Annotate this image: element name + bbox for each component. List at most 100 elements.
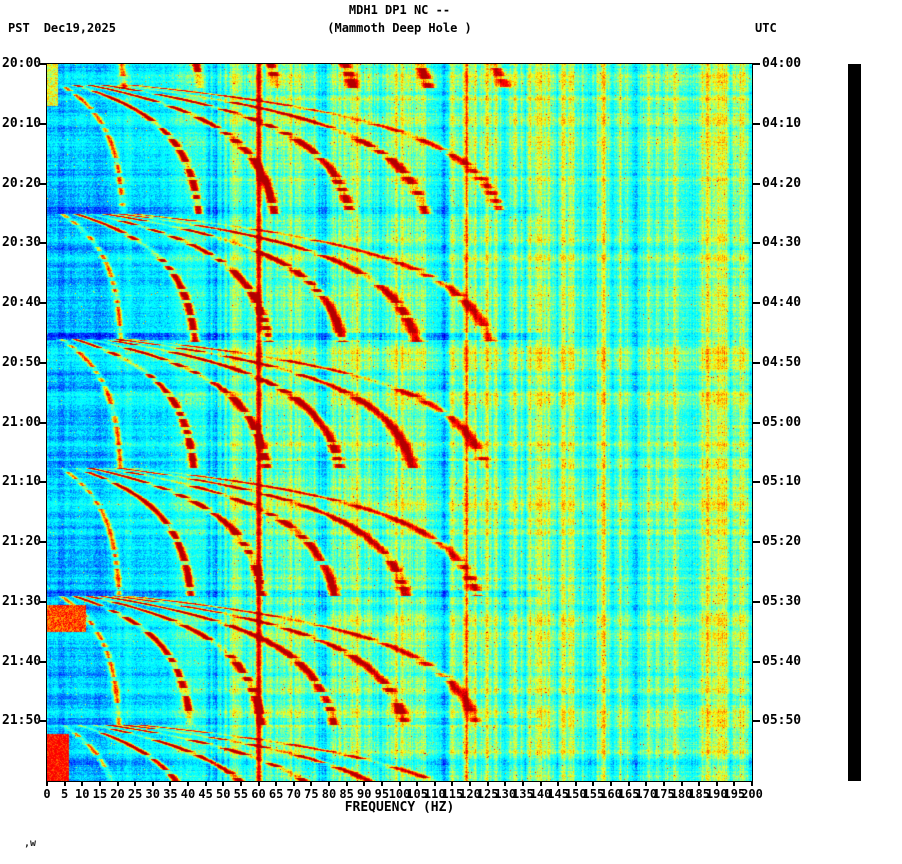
x-tick-mark	[504, 782, 507, 786]
x-tick-mark	[98, 782, 101, 786]
x-tick-mark	[292, 782, 295, 786]
y-tick-mark-left	[40, 421, 47, 424]
x-tick-label: 10	[75, 787, 90, 801]
x-tick-label: 85	[339, 787, 354, 801]
x-tick-label: 75	[304, 787, 319, 801]
y-tick-label-pst: 20:40	[2, 295, 42, 310]
amplitude-bar	[848, 64, 861, 781]
x-tick-mark	[680, 782, 683, 786]
y-tick-label-pst: 21:20	[2, 534, 42, 549]
y-tick-mark-right	[753, 481, 760, 484]
x-tick-label: 170	[635, 787, 658, 801]
y-tick-label-utc: 04:00	[762, 56, 802, 71]
x-tick-label: 120	[459, 787, 481, 801]
x-tick-label: 40	[180, 787, 196, 801]
x-tick-mark	[645, 782, 648, 786]
y-tick-label-utc: 04:20	[762, 175, 802, 191]
y-tick-mark-left	[40, 541, 47, 543]
y-tick-label-utc: 05:40	[762, 653, 802, 669]
x-tick-mark	[610, 782, 612, 786]
y-tick-mark-right	[753, 122, 760, 125]
x-tick-label: 180	[670, 787, 693, 801]
y-tick-label-utc: 05:20	[762, 534, 802, 549]
x-tick-mark	[521, 782, 524, 786]
y-tick-label-utc: 05:00	[762, 414, 802, 430]
y-tick-label-pst: 21:50	[2, 713, 42, 729]
timezone-date-left: PST Dec19,2025	[8, 21, 116, 35]
x-tick-label: 80	[321, 787, 337, 801]
x-tick-label: 155	[582, 787, 605, 801]
x-tick-label: 30	[145, 787, 160, 801]
y-tick-label-pst: 20:10	[2, 115, 42, 131]
spectrogram-plot-frame	[46, 63, 753, 782]
x-tick-label: 185	[688, 787, 710, 801]
y-tick-mark-right	[753, 660, 760, 663]
y-tick-label-utc: 05:50	[762, 713, 802, 729]
y-tick-mark-left	[40, 122, 47, 125]
x-tick-label: 65	[268, 787, 284, 801]
x-tick-mark	[116, 782, 119, 786]
x-tick-mark	[222, 782, 225, 786]
x-tick-label: 115	[441, 787, 464, 801]
x-tick-mark	[398, 782, 401, 786]
x-tick-label: 195	[723, 787, 746, 801]
x-tick-label: 145	[547, 787, 569, 801]
x-tick-label: 45	[198, 787, 213, 801]
x-tick-label: 110	[423, 787, 446, 801]
y-tick-label-pst: 20:50	[2, 354, 42, 370]
y-tick-mark-left	[40, 182, 47, 185]
x-tick-mark	[733, 782, 736, 786]
y-tick-mark-left	[40, 302, 47, 304]
x-tick-label: 35	[163, 787, 178, 801]
x-tick-mark	[751, 782, 753, 786]
y-tick-mark-right	[753, 361, 760, 364]
y-tick-label-pst: 20:00	[2, 56, 42, 71]
x-tick-label: 0	[43, 787, 51, 801]
date-label: Dec19,2025	[43, 21, 116, 35]
y-tick-mark-right	[753, 242, 760, 245]
y-tick-label-pst: 21:30	[2, 593, 42, 609]
y-tick-label-utc: 04:50	[762, 354, 802, 370]
x-tick-mark	[363, 782, 366, 786]
x-tick-mark	[433, 782, 436, 786]
y-tick-mark-right	[753, 541, 760, 543]
x-tick-label: 60	[251, 787, 266, 801]
x-tick-mark	[627, 782, 630, 786]
x-axis-title: FREQUENCY (HZ)	[344, 800, 455, 815]
x-tick-label: 130	[494, 787, 517, 801]
x-tick-mark	[698, 782, 701, 786]
station-subtitle: (Mammoth Deep Hole )	[327, 21, 472, 35]
x-tick-label: 90	[357, 787, 372, 801]
x-tick-label: 100	[388, 787, 411, 801]
x-tick-label: 165	[617, 787, 640, 801]
x-tick-mark	[469, 782, 471, 786]
x-tick-label: 25	[127, 787, 143, 801]
y-tick-label-utc: 04:10	[762, 115, 802, 131]
y-tick-mark-left	[40, 600, 47, 603]
x-tick-mark	[275, 782, 278, 786]
x-tick-mark	[380, 782, 383, 786]
y-tick-label-utc: 04:40	[762, 295, 802, 310]
x-tick-mark	[592, 782, 595, 786]
y-tick-mark-left	[40, 63, 47, 65]
x-tick-mark	[451, 782, 454, 786]
y-tick-label-pst: 20:20	[2, 175, 42, 191]
x-tick-label: 175	[653, 787, 675, 801]
x-tick-label: 135	[512, 787, 534, 801]
x-tick-mark	[169, 782, 172, 786]
x-tick-mark	[204, 782, 207, 786]
x-tick-mark	[187, 782, 189, 786]
x-tick-label: 125	[476, 787, 499, 801]
y-tick-mark-right	[753, 182, 760, 185]
y-tick-mark-left	[40, 481, 47, 484]
x-tick-label: 95	[374, 787, 390, 801]
y-tick-mark-left	[40, 660, 47, 663]
x-tick-label: 5	[61, 787, 69, 801]
x-tick-label: 160	[600, 787, 622, 801]
x-tick-mark	[486, 782, 489, 786]
x-tick-label: 15	[92, 787, 108, 801]
x-tick-label: 70	[286, 787, 301, 801]
y-tick-mark-right	[753, 302, 760, 304]
x-tick-mark	[46, 782, 48, 786]
